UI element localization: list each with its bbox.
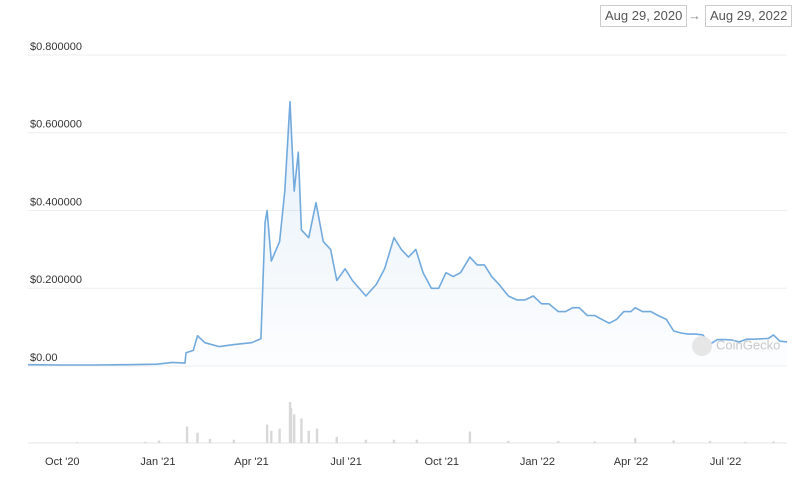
y-tick-label: $0.200000 bbox=[30, 274, 82, 286]
watermark-logo bbox=[692, 336, 712, 356]
volume-bar bbox=[144, 441, 147, 443]
volume-bar bbox=[593, 441, 596, 443]
volume-bar bbox=[307, 430, 310, 443]
date-from[interactable]: Aug 29, 2020 bbox=[600, 5, 688, 27]
x-tick-label: Jul '22 bbox=[710, 456, 741, 468]
volume-bar bbox=[364, 439, 368, 443]
volume-bar bbox=[157, 440, 161, 443]
volume-bar bbox=[557, 440, 560, 443]
volume-bar bbox=[278, 428, 281, 443]
watermark: CoinGecko bbox=[716, 337, 780, 352]
volume-bar bbox=[75, 442, 79, 443]
y-tick-label: $0.00 bbox=[30, 352, 58, 364]
x-tick-label: Apr '22 bbox=[614, 456, 649, 468]
arrow: → bbox=[688, 8, 701, 23]
y-tick-label: $0.600000 bbox=[30, 119, 82, 131]
volume-bar bbox=[232, 439, 236, 443]
volume-bar bbox=[315, 428, 319, 443]
x-tick-label: Oct '21 bbox=[425, 456, 460, 468]
price-area bbox=[28, 101, 787, 366]
volume-bar bbox=[270, 430, 273, 443]
volume-bar bbox=[300, 418, 303, 443]
volume-bar bbox=[744, 441, 747, 443]
volume-bar bbox=[265, 424, 269, 443]
volume-bar bbox=[335, 436, 338, 443]
price-line bbox=[27, 100, 788, 366]
x-tick-label: Jan '21 bbox=[140, 456, 175, 468]
volume-bar bbox=[708, 440, 712, 443]
volume-bar bbox=[196, 432, 199, 443]
y-tick-label: $0.400000 bbox=[30, 196, 82, 208]
volume-bar bbox=[185, 426, 189, 443]
x-tick-label: Jan '22 bbox=[520, 456, 555, 468]
y-tick-label: $0.800000 bbox=[30, 41, 82, 53]
date-to[interactable]: Aug 29, 2022 bbox=[705, 5, 793, 27]
volume-bar bbox=[392, 439, 396, 443]
x-tick-label: Jul '21 bbox=[330, 456, 361, 468]
volume-bar bbox=[672, 440, 675, 443]
x-tick-label: Oct '20 bbox=[45, 456, 80, 468]
x-tick-label: Apr '21 bbox=[234, 456, 269, 468]
volume-bar bbox=[468, 431, 472, 443]
volume-bar bbox=[507, 440, 510, 443]
volume-bar bbox=[289, 408, 293, 443]
volume-bar bbox=[772, 441, 775, 443]
volume-bar bbox=[415, 439, 419, 443]
volume-bar bbox=[292, 414, 296, 443]
volume-bar bbox=[208, 438, 212, 443]
volume-bar bbox=[634, 438, 637, 443]
